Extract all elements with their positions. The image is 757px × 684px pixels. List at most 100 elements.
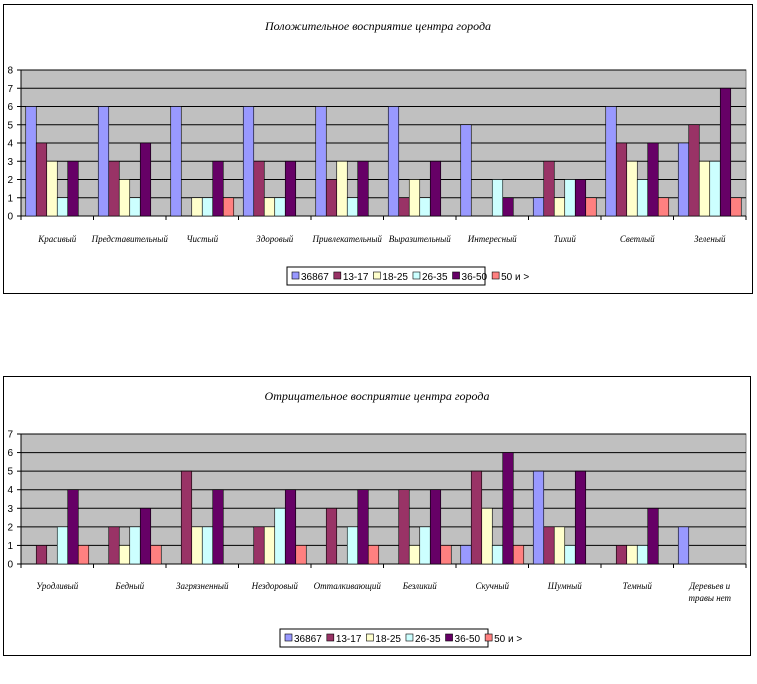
bar bbox=[346, 197, 359, 217]
bar bbox=[647, 507, 659, 565]
bar bbox=[730, 197, 742, 217]
bar bbox=[408, 179, 421, 217]
bar bbox=[532, 197, 545, 217]
bar bbox=[398, 197, 410, 217]
bar bbox=[129, 197, 141, 217]
bar bbox=[387, 106, 400, 217]
bar bbox=[626, 545, 638, 565]
y-tick-label: 5 bbox=[7, 120, 13, 131]
bar bbox=[263, 526, 276, 565]
bar bbox=[615, 142, 628, 217]
legend-label: 26-35 bbox=[422, 272, 448, 283]
legend-swatch bbox=[405, 633, 414, 642]
x-category-label: Представительный bbox=[91, 234, 169, 244]
legend: 36867 13-17 18-25 26-35 36-50 50 и > bbox=[279, 628, 522, 648]
bar bbox=[491, 545, 504, 565]
bar bbox=[532, 470, 545, 565]
legend-swatch bbox=[445, 633, 453, 642]
x-category-label: Шумный bbox=[547, 581, 582, 591]
bar bbox=[574, 470, 587, 565]
bar bbox=[25, 106, 37, 217]
bar bbox=[77, 545, 90, 565]
y-tick-label: 8 bbox=[7, 66, 13, 77]
bar bbox=[512, 545, 525, 565]
x-category-label: Темный bbox=[623, 581, 653, 591]
bar bbox=[481, 507, 493, 565]
legend-label: 26-35 bbox=[415, 634, 441, 645]
bar bbox=[636, 545, 649, 565]
bar bbox=[67, 489, 79, 565]
bar bbox=[336, 160, 348, 217]
bar bbox=[108, 160, 120, 217]
x-category-label: Светлый bbox=[620, 234, 655, 244]
negative-perception-svg: Отрицательное восприятие центра города 0 1… bbox=[4, 377, 750, 655]
legend: 36867 13-17 18-25 26-35 36-50 50 и > bbox=[286, 266, 529, 286]
bar bbox=[677, 526, 690, 565]
bar bbox=[357, 160, 369, 217]
x-category-label: Привлекательный bbox=[312, 234, 383, 244]
legend-swatch bbox=[326, 633, 335, 642]
legend-swatch bbox=[291, 271, 300, 280]
y-tick-label: 4 bbox=[7, 485, 13, 496]
x-category-label: Уродливый bbox=[36, 581, 79, 591]
bar bbox=[719, 87, 732, 217]
bar bbox=[274, 197, 286, 217]
bar bbox=[212, 160, 224, 217]
bar bbox=[97, 106, 110, 217]
y-tick-label: 2 bbox=[7, 522, 13, 533]
x-category-label: Интересный bbox=[467, 234, 517, 244]
bar bbox=[253, 526, 265, 565]
bar bbox=[35, 545, 48, 565]
bar bbox=[677, 142, 690, 217]
y-tick-label: 3 bbox=[7, 157, 13, 168]
bar bbox=[657, 197, 670, 217]
legend-label: 36-50 bbox=[462, 272, 488, 283]
x-category-label: Отталкивающий bbox=[314, 581, 382, 591]
bar bbox=[460, 124, 472, 217]
legend-swatch bbox=[284, 633, 293, 642]
y-tick-label: 0 bbox=[7, 560, 13, 571]
bar bbox=[615, 545, 628, 565]
bar bbox=[585, 197, 597, 217]
legend-label: 36867 bbox=[301, 272, 329, 283]
bar bbox=[284, 489, 297, 565]
bar bbox=[502, 197, 514, 217]
x-category-label: Красивый bbox=[37, 234, 76, 244]
bar bbox=[429, 160, 442, 217]
chart-title: Отрицательное восприятие центра города bbox=[265, 389, 490, 403]
bar bbox=[564, 545, 576, 565]
bar bbox=[419, 197, 431, 217]
x-category-label: Безликий bbox=[402, 581, 438, 591]
bar bbox=[543, 160, 555, 217]
bar bbox=[284, 160, 297, 217]
y-tick-label: 2 bbox=[7, 175, 13, 186]
bar bbox=[67, 160, 79, 217]
bar bbox=[346, 526, 359, 565]
bar bbox=[46, 160, 58, 217]
negative-perception-chart: Отрицательное восприятие центра города 0 1… bbox=[3, 376, 751, 656]
legend-label: 18-25 bbox=[375, 634, 401, 645]
legend-label: 18-25 bbox=[382, 272, 408, 283]
chart-title: Положительное восприятие центра города bbox=[264, 19, 491, 33]
bar bbox=[408, 545, 421, 565]
legend-swatch bbox=[491, 271, 500, 280]
bar bbox=[129, 526, 141, 565]
bar bbox=[325, 179, 338, 217]
bar bbox=[118, 179, 131, 217]
x-category-label: Деревьев и bbox=[688, 581, 730, 591]
legend-label: 50 и > bbox=[501, 272, 529, 283]
x-category-label: травы нет bbox=[688, 593, 731, 603]
y-tick-label: 7 bbox=[7, 84, 13, 95]
bar bbox=[367, 545, 380, 565]
bar bbox=[502, 452, 514, 565]
bar bbox=[398, 489, 410, 565]
x-category-label: Бедный bbox=[114, 581, 144, 591]
y-tick-label: 5 bbox=[7, 467, 13, 478]
bar bbox=[201, 526, 214, 565]
positive-perception-chart: Положительное восприятие центра города 0 1… bbox=[3, 4, 753, 294]
bar bbox=[118, 545, 131, 565]
bar bbox=[647, 142, 659, 217]
legend-swatch bbox=[452, 271, 460, 280]
x-category-label: Скучный bbox=[475, 581, 509, 591]
y-tick-label: 6 bbox=[7, 102, 13, 113]
